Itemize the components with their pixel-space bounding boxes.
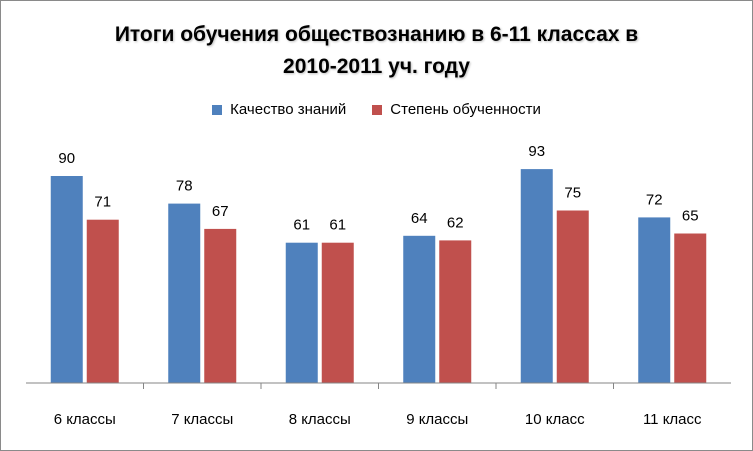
bar-series-2-1 [86, 219, 119, 383]
legend-swatch-series-2 [372, 104, 383, 115]
bar-series-2-6 [674, 233, 707, 383]
bar-series-1-1 [50, 176, 83, 383]
data-label-series-1-4: 64 [411, 210, 428, 227]
data-label-series-2-4: 62 [447, 214, 464, 231]
data-label-series-1-5: 93 [528, 143, 545, 160]
bar-series-2-3 [321, 242, 354, 383]
legend-swatch-series-1 [212, 104, 223, 115]
legend-label-series-2: Степень обученности [390, 101, 541, 118]
legend-label-series-1: Качество знаний [230, 101, 347, 118]
x-tick-label: 8 классы [289, 411, 351, 428]
bar-series-2-4 [439, 240, 472, 383]
chart-title-line-2: 2010-2011 уч. году [283, 55, 470, 78]
chart-title-line-1: Итоги обучения обществознанию в 6-11 кла… [114, 23, 639, 46]
data-label-series-2-1: 71 [94, 194, 111, 211]
data-label-series-1-3: 61 [293, 217, 310, 234]
bar-series-1-4 [403, 235, 436, 383]
bar-series-1-6 [638, 217, 671, 383]
bar-series-2-2 [204, 228, 237, 383]
data-label-series-2-2: 67 [212, 203, 229, 220]
bar-series-2-5 [556, 210, 589, 383]
chart-title: Итоги обучения обществознанию в 6-11 кла… [1, 19, 752, 83]
x-tick-label: 7 классы [171, 411, 233, 428]
legend-item-series-1: Качество знаний [212, 101, 346, 118]
x-tick-label: 9 классы [406, 411, 468, 428]
data-label-series-1-2: 78 [176, 178, 193, 195]
data-label-series-2-5: 75 [564, 185, 581, 202]
data-label-series-1-1: 90 [58, 150, 75, 167]
chart-legend: Качество знаний Степень обученности [1, 101, 752, 118]
data-label-series-2-6: 65 [682, 208, 699, 225]
bar-series-1-3 [285, 242, 318, 383]
data-label-series-2-3: 61 [329, 217, 346, 234]
x-tick-label: 11 класс [643, 411, 702, 428]
bar-series-1-5 [520, 169, 553, 383]
x-tick-label: 10 класс [525, 411, 585, 428]
x-tick-label: 6 классы [54, 411, 116, 428]
bar-series-1-2 [168, 203, 201, 383]
data-label-series-1-6: 72 [646, 191, 663, 208]
legend-item-series-2: Степень обученности [372, 101, 541, 118]
